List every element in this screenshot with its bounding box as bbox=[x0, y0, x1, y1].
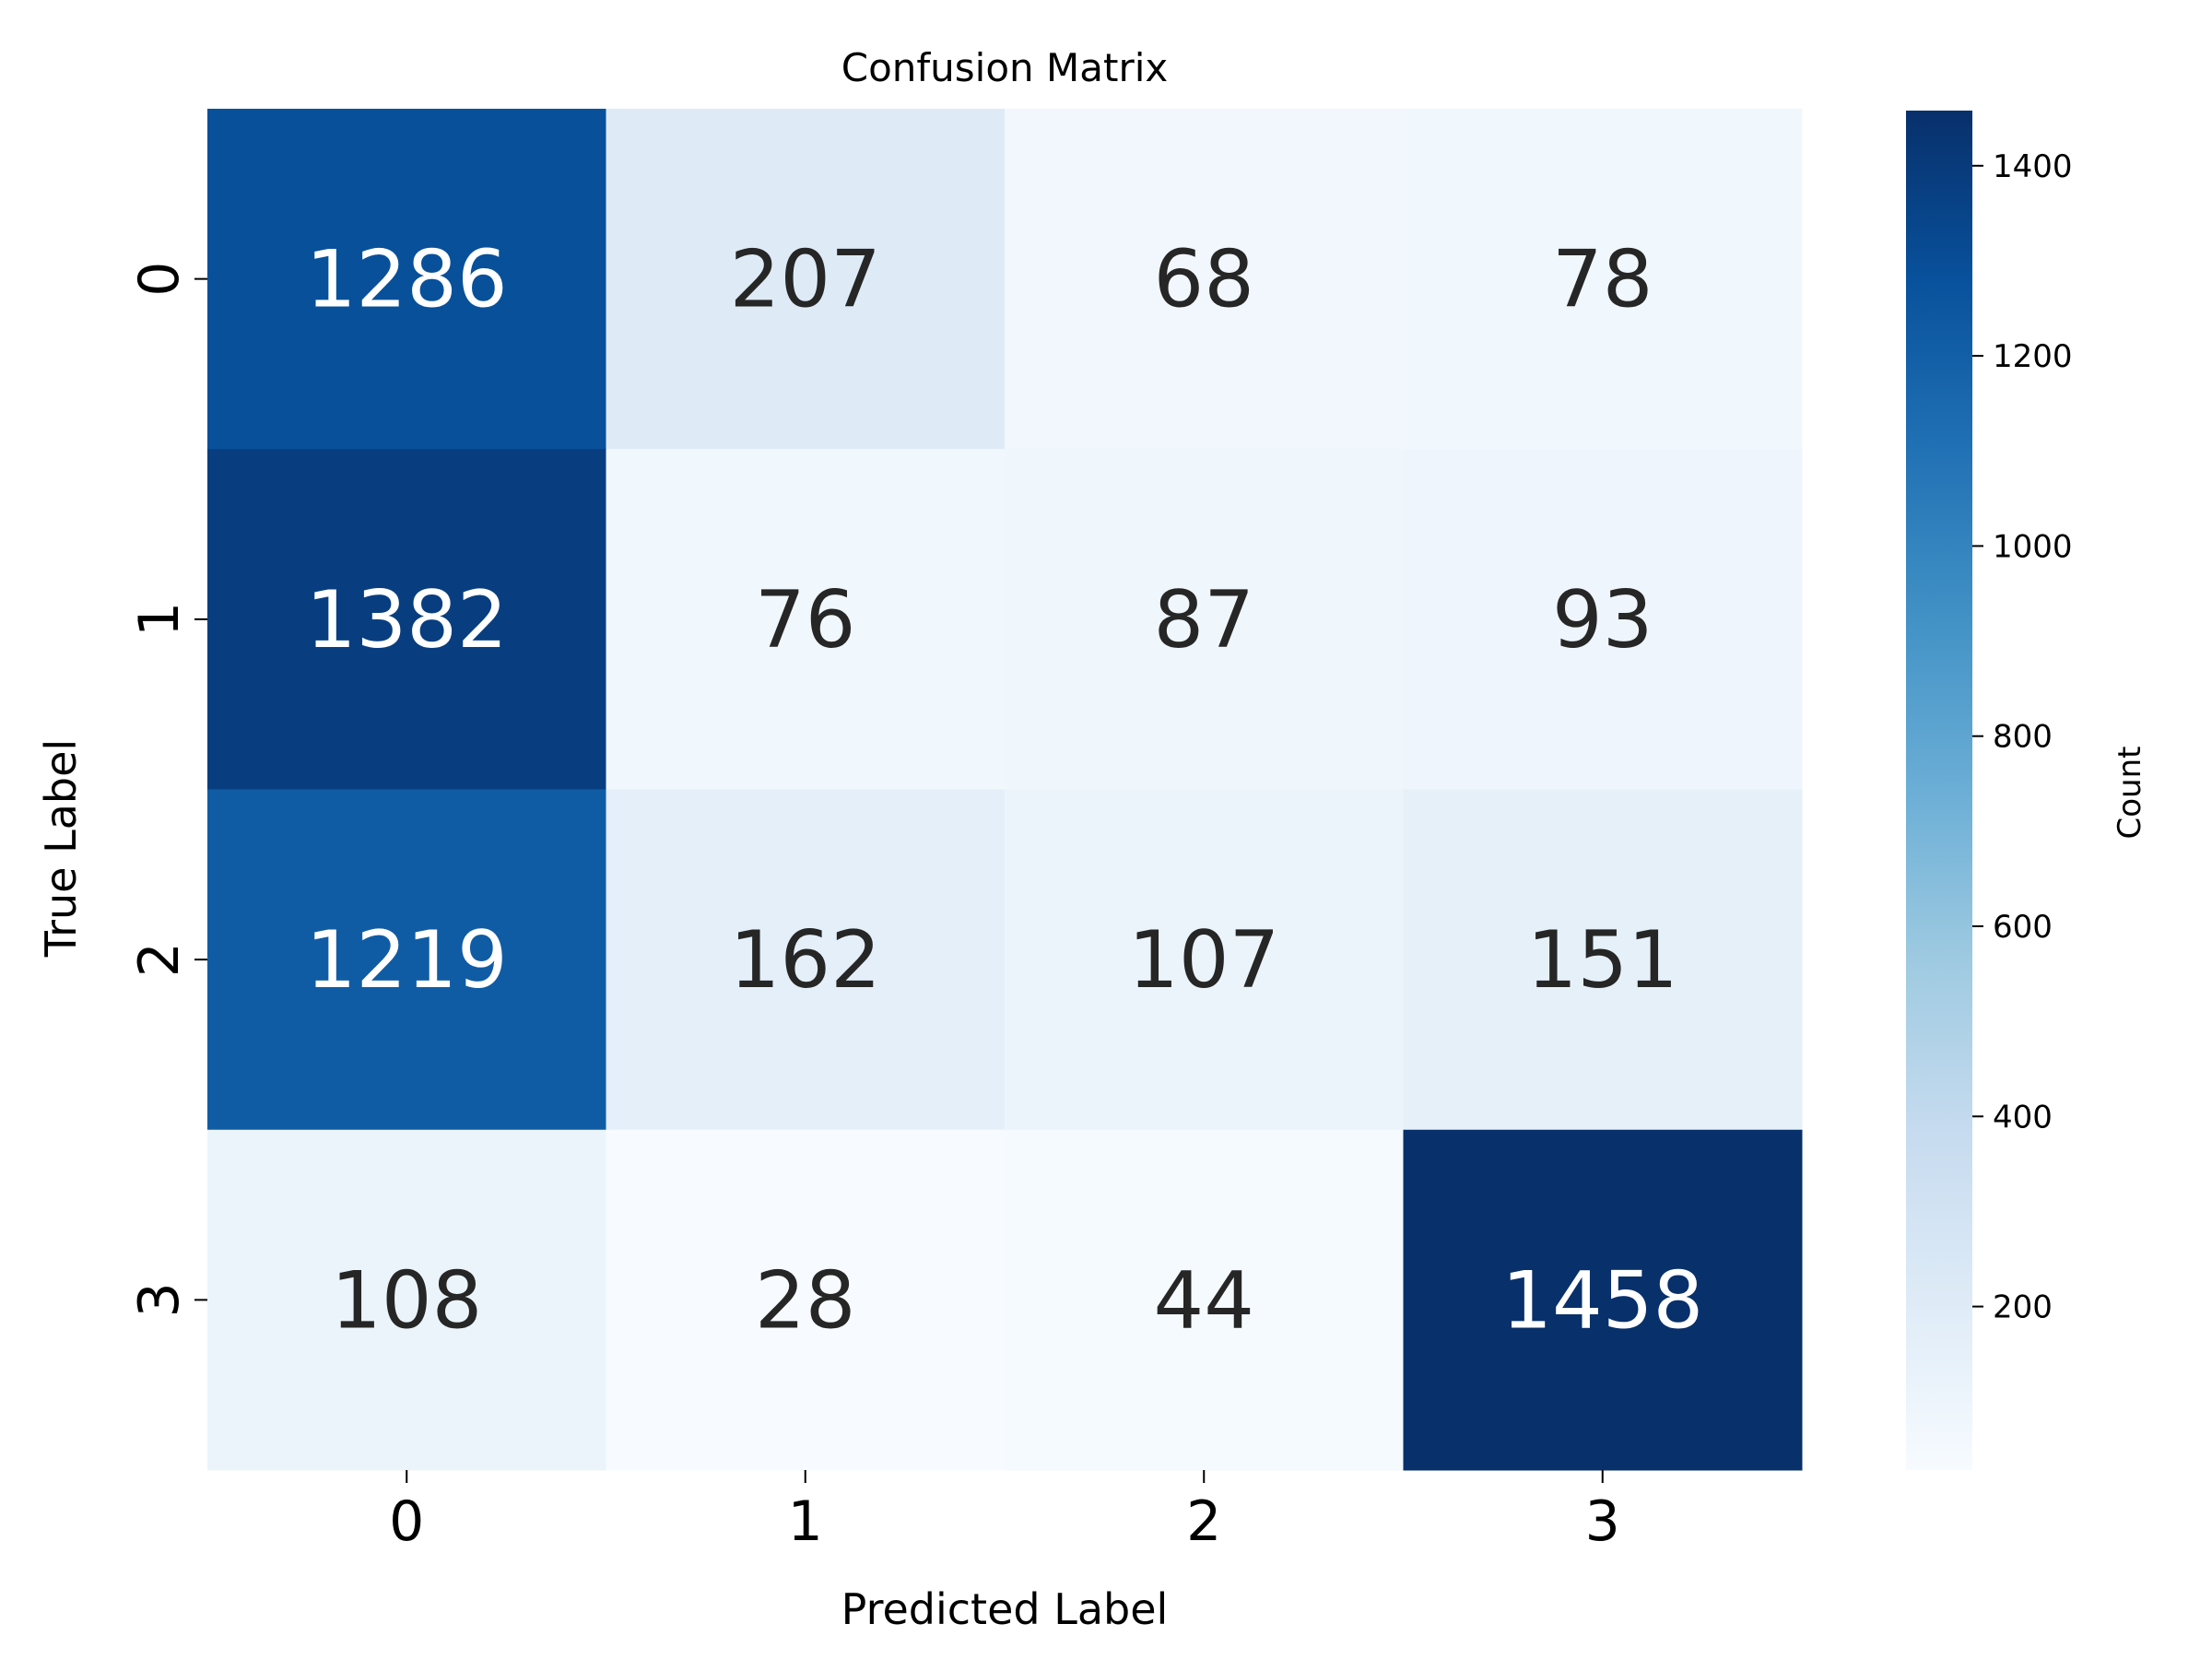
colorbar-tick-label-2: 600 bbox=[1993, 909, 2053, 946]
cell-value-0-0: 1286 bbox=[306, 234, 508, 326]
heatmap-cell-2-3 bbox=[1403, 789, 1803, 1131]
cell-value-0-2: 68 bbox=[1154, 234, 1254, 326]
heatmap-cell-3-2 bbox=[1005, 1129, 1404, 1471]
colorbar-tick-label-6: 1400 bbox=[1993, 148, 2073, 185]
cell-value-3-2: 44 bbox=[1154, 1254, 1254, 1347]
colorbar-ticks: 200 400 600 800 1000 1200 1400 bbox=[1972, 148, 2073, 1326]
y-tick-label-2: 2 bbox=[127, 942, 192, 977]
colorbar-tick-label-5: 1200 bbox=[1993, 338, 2073, 375]
heatmap-cell-2-1 bbox=[606, 789, 1006, 1131]
cell-value-1-3: 93 bbox=[1552, 574, 1653, 666]
heatmap-cells bbox=[207, 109, 1803, 1471]
cell-value-3-3: 1458 bbox=[1501, 1254, 1703, 1347]
cell-value-2-0: 1219 bbox=[306, 914, 508, 1006]
x-tick-label-0: 0 bbox=[389, 1489, 424, 1554]
chart-title: Confusion Matrix bbox=[841, 45, 1169, 90]
x-axis-ticks: 0 1 2 3 bbox=[389, 1470, 1620, 1554]
colorbar bbox=[1906, 111, 1972, 1470]
y-tick-label-1: 1 bbox=[127, 602, 192, 637]
y-tick-label-0: 0 bbox=[127, 262, 192, 297]
cell-value-0-3: 78 bbox=[1552, 234, 1653, 326]
heatmap-cell-3-3 bbox=[1403, 1129, 1803, 1471]
cell-value-0-1: 207 bbox=[730, 234, 881, 326]
heatmap-cell-1-0 bbox=[207, 449, 606, 790]
colorbar-tick-label-0: 200 bbox=[1993, 1289, 2053, 1326]
y-axis-label: True Label bbox=[36, 739, 86, 958]
heatmap-cell-labels: 1286 207 68 78 1382 76 87 93 1219 162 107 151 108 28 4… bbox=[306, 234, 1703, 1347]
y-tick-label-3: 3 bbox=[127, 1282, 192, 1317]
cell-value-1-1: 76 bbox=[755, 574, 855, 666]
heatmap-cell-0-0 bbox=[207, 109, 606, 450]
cell-value-1-0: 1382 bbox=[306, 574, 508, 666]
heatmap-cell-0-1 bbox=[606, 109, 1006, 450]
x-axis-label: Predicted Label bbox=[841, 1584, 1169, 1634]
cell-value-1-2: 87 bbox=[1154, 574, 1254, 666]
x-tick-label-2: 2 bbox=[1186, 1489, 1221, 1554]
y-axis-ticks: 0 1 2 3 bbox=[127, 262, 207, 1317]
cell-value-2-3: 151 bbox=[1527, 914, 1678, 1006]
cell-value-2-1: 162 bbox=[730, 914, 881, 1006]
colorbar-tick-label-3: 800 bbox=[1993, 719, 2053, 756]
heatmap-cell-1-1 bbox=[606, 449, 1006, 790]
heatmap-cell-2-2 bbox=[1005, 789, 1404, 1131]
heatmap-cell-0-2 bbox=[1005, 109, 1404, 450]
x-tick-label-1: 1 bbox=[788, 1489, 823, 1554]
cell-value-2-2: 107 bbox=[1128, 914, 1279, 1006]
x-tick-label-3: 3 bbox=[1585, 1489, 1620, 1554]
heatmap-cell-0-3 bbox=[1403, 109, 1803, 450]
heatmap-cell-2-0 bbox=[207, 789, 606, 1131]
cell-value-3-1: 28 bbox=[755, 1254, 855, 1347]
colorbar-tick-label-1: 400 bbox=[1993, 1099, 2053, 1135]
colorbar-tick-label-4: 1000 bbox=[1993, 528, 2073, 565]
heatmap-cell-3-0 bbox=[207, 1129, 606, 1471]
heatmap-cell-1-2 bbox=[1005, 449, 1404, 790]
cell-value-3-0: 108 bbox=[331, 1254, 482, 1347]
colorbar-label: Count bbox=[2112, 747, 2148, 840]
heatmap-cell-3-1 bbox=[606, 1129, 1006, 1471]
heatmap-cell-1-3 bbox=[1403, 449, 1803, 790]
